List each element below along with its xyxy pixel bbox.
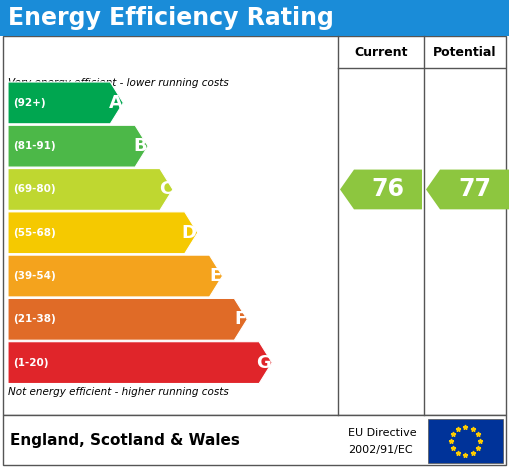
Text: E: E: [209, 267, 221, 285]
Text: D: D: [182, 224, 196, 242]
Text: (92+): (92+): [13, 98, 46, 108]
Bar: [428, 419, 503, 463]
Text: 77: 77: [458, 177, 491, 201]
Text: Energy Efficiency Rating: Energy Efficiency Rating: [8, 6, 334, 30]
Text: B: B: [133, 137, 147, 155]
Text: G: G: [256, 354, 271, 372]
Text: (55-68): (55-68): [13, 228, 56, 238]
Polygon shape: [8, 255, 222, 297]
Bar: [3, 36, 506, 415]
Bar: [3, 415, 506, 465]
Polygon shape: [8, 342, 272, 383]
Text: A: A: [108, 94, 122, 112]
Text: Current: Current: [354, 45, 408, 58]
Bar: [0, 0, 509, 36]
Polygon shape: [8, 169, 173, 210]
Text: Potential: Potential: [433, 45, 496, 58]
Polygon shape: [8, 212, 197, 254]
Polygon shape: [8, 82, 123, 124]
Text: 2002/91/EC: 2002/91/EC: [348, 446, 413, 455]
Text: England, Scotland & Wales: England, Scotland & Wales: [10, 433, 240, 448]
Polygon shape: [426, 170, 509, 209]
Polygon shape: [8, 298, 247, 340]
Text: (69-80): (69-80): [13, 184, 55, 194]
Text: Not energy efficient - higher running costs: Not energy efficient - higher running co…: [8, 387, 229, 397]
Text: (1-20): (1-20): [13, 358, 48, 368]
Polygon shape: [340, 170, 422, 209]
Text: (21-38): (21-38): [13, 314, 56, 324]
Text: Very energy efficient - lower running costs: Very energy efficient - lower running co…: [8, 78, 229, 88]
Polygon shape: [8, 125, 148, 167]
Text: EU Directive: EU Directive: [348, 428, 417, 438]
Text: 76: 76: [372, 177, 405, 201]
Text: (81-91): (81-91): [13, 141, 55, 151]
Text: C: C: [159, 180, 172, 198]
Text: F: F: [234, 310, 246, 328]
Text: (39-54): (39-54): [13, 271, 56, 281]
